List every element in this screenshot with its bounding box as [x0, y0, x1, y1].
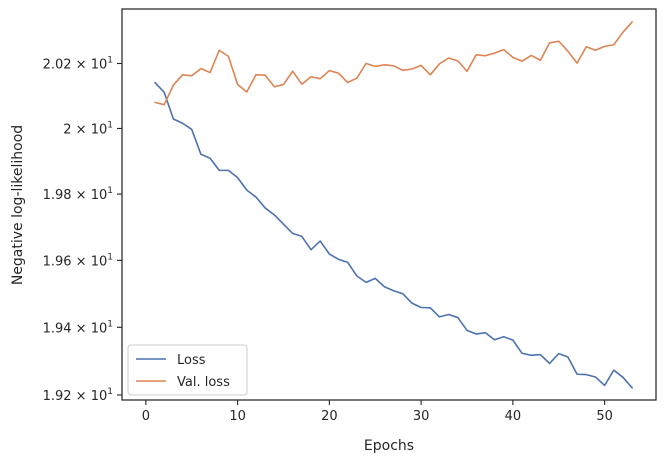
x-tick-label: 30 — [413, 409, 430, 424]
x-tick-label: 10 — [229, 409, 246, 424]
x-tick-label: 0 — [142, 409, 150, 424]
y-axis-label: Negative log-likelihood — [10, 125, 26, 285]
y-tick-label: 2.02 × 101 — [43, 55, 113, 72]
series-line-loss — [154, 81, 633, 389]
x-tick-label: 20 — [321, 409, 338, 424]
plot-frame — [121, 8, 657, 401]
y-tick-label: 1.92 × 101 — [43, 387, 113, 404]
y-tick-label: 1.96 × 101 — [43, 252, 113, 269]
legend: Loss Val. loss — [127, 344, 248, 396]
legend-label-val-loss: Val. loss — [177, 375, 230, 390]
series-layer — [154, 21, 633, 389]
legend-label-loss: Loss — [177, 353, 206, 368]
y-tick-label: 1.94 × 101 — [43, 319, 113, 336]
x-tick-label: 40 — [505, 409, 522, 424]
x-tick-label: 50 — [596, 409, 613, 424]
y-tick-label: 2 × 101 — [63, 120, 113, 137]
legend-box — [127, 344, 248, 396]
y-tick-label: 1.98 × 101 — [43, 186, 113, 203]
series-line-val-loss — [154, 21, 633, 106]
x-axis-ticks: 0 10 20 30 40 50 — [142, 400, 613, 424]
x-axis-label: Epochs — [364, 438, 414, 454]
y-axis-ticks: 1.92 × 101 1.94 × 101 1.96 × 101 1.98 × 101… — [43, 55, 122, 404]
